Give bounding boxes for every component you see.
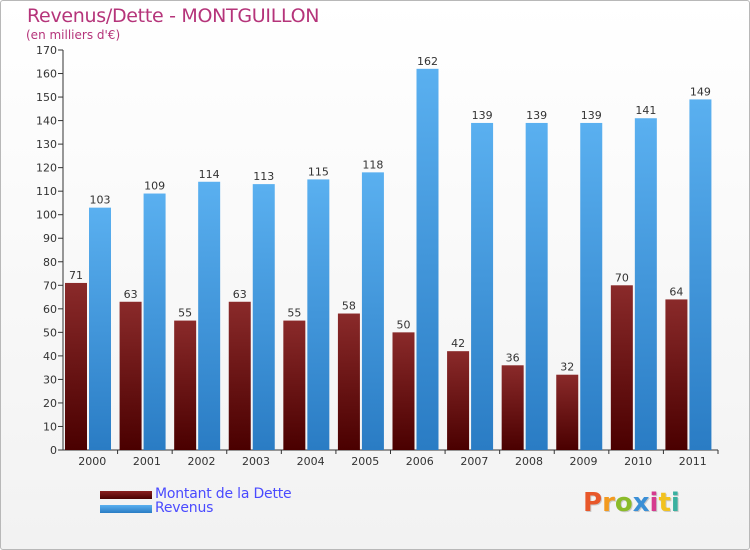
x-tick-label: 2008 bbox=[515, 455, 543, 468]
data-label: 42 bbox=[451, 337, 465, 350]
data-label: 70 bbox=[615, 271, 629, 284]
y-tick-label: 50 bbox=[43, 326, 57, 339]
data-label: 113 bbox=[253, 170, 274, 183]
bar-dette bbox=[283, 320, 306, 450]
y-tick-label: 110 bbox=[36, 185, 57, 198]
data-label: 118 bbox=[362, 158, 383, 171]
y-tick-label: 80 bbox=[43, 256, 57, 269]
data-label: 115 bbox=[308, 165, 329, 178]
data-label: 58 bbox=[342, 300, 356, 313]
data-label: 55 bbox=[178, 307, 192, 320]
legend-swatch-dette bbox=[100, 491, 152, 499]
bar-revenus bbox=[416, 68, 439, 450]
data-label: 139 bbox=[581, 109, 602, 122]
y-tick-label: 130 bbox=[36, 138, 57, 151]
y-tick-label: 70 bbox=[43, 279, 57, 292]
y-tick-label: 20 bbox=[43, 397, 57, 410]
y-tick-label: 90 bbox=[43, 232, 57, 245]
bar-revenus bbox=[580, 122, 603, 451]
bar-dette bbox=[610, 285, 633, 450]
y-tick-label: 60 bbox=[43, 303, 57, 316]
legend-label-dette: Montant de la Dette bbox=[155, 486, 292, 502]
data-label: 63 bbox=[124, 288, 138, 301]
chart-title: Revenus/Dette - MONTGUILLON bbox=[27, 5, 320, 27]
x-tick-label: 2002 bbox=[187, 455, 215, 468]
bar-revenus bbox=[361, 172, 384, 450]
bar-dette bbox=[501, 365, 524, 450]
data-label: 64 bbox=[669, 285, 683, 298]
bar-dette bbox=[228, 301, 251, 450]
bar-revenus bbox=[634, 118, 657, 450]
data-label: 141 bbox=[635, 104, 656, 117]
x-tick-label: 2006 bbox=[406, 455, 434, 468]
data-label: 109 bbox=[144, 180, 165, 193]
data-label: 139 bbox=[526, 109, 547, 122]
bar-dette bbox=[556, 374, 579, 450]
bar-revenus bbox=[525, 122, 548, 451]
y-tick-label: 160 bbox=[36, 68, 57, 81]
y-tick-label: 140 bbox=[36, 115, 57, 128]
bar-dette bbox=[665, 299, 688, 450]
bar-dette bbox=[447, 351, 470, 450]
data-label: 55 bbox=[287, 307, 301, 320]
bar-revenus bbox=[689, 99, 712, 450]
x-tick-label: 2004 bbox=[297, 455, 325, 468]
x-tick-label: 2003 bbox=[242, 455, 270, 468]
x-tick-label: 2011 bbox=[679, 455, 707, 468]
bar-revenus bbox=[89, 207, 111, 450]
bar-dette bbox=[174, 320, 197, 450]
y-tick-label: 40 bbox=[43, 350, 57, 363]
data-label: 71 bbox=[69, 269, 83, 282]
bar-dette bbox=[65, 282, 87, 450]
data-label: 114 bbox=[199, 168, 220, 181]
bar-revenus bbox=[307, 179, 330, 451]
x-tick-label: 2009 bbox=[570, 455, 598, 468]
bar-revenus bbox=[198, 181, 221, 450]
x-tick-label: 2007 bbox=[460, 455, 488, 468]
data-label: 50 bbox=[397, 318, 411, 331]
x-tick-label: 2010 bbox=[624, 455, 652, 468]
x-tick-label: 2000 bbox=[78, 455, 106, 468]
proxiti-logo: Proxiti bbox=[583, 488, 680, 518]
y-tick-label: 10 bbox=[43, 420, 57, 433]
x-tick-label: 2005 bbox=[351, 455, 379, 468]
bar-revenus bbox=[143, 193, 166, 450]
legend-swatch-revenus bbox=[100, 505, 152, 513]
chart-subtitle: (en milliers d'€) bbox=[26, 28, 121, 42]
y-tick-label: 120 bbox=[36, 162, 57, 175]
y-tick-label: 170 bbox=[36, 44, 57, 57]
data-label: 103 bbox=[90, 194, 111, 207]
y-tick-label: 30 bbox=[43, 373, 57, 386]
bar-revenus bbox=[471, 122, 494, 451]
y-tick-label: 0 bbox=[50, 444, 57, 457]
y-tick-label: 150 bbox=[36, 91, 57, 104]
data-label: 162 bbox=[417, 55, 438, 68]
data-label: 63 bbox=[233, 288, 247, 301]
x-tick-label: 2001 bbox=[133, 455, 161, 468]
bar-dette bbox=[392, 332, 415, 450]
bar-dette bbox=[337, 313, 360, 450]
bar-revenus bbox=[252, 184, 275, 450]
data-label: 139 bbox=[472, 109, 493, 122]
bar-dette bbox=[119, 301, 142, 450]
legend-label-revenus: Revenus bbox=[155, 500, 214, 516]
y-tick-label: 100 bbox=[36, 209, 57, 222]
data-label: 149 bbox=[690, 85, 711, 98]
data-label: 32 bbox=[560, 361, 574, 374]
data-label: 36 bbox=[506, 351, 520, 364]
